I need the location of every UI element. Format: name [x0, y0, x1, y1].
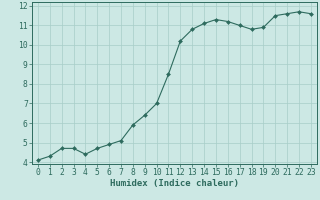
- X-axis label: Humidex (Indice chaleur): Humidex (Indice chaleur): [110, 179, 239, 188]
